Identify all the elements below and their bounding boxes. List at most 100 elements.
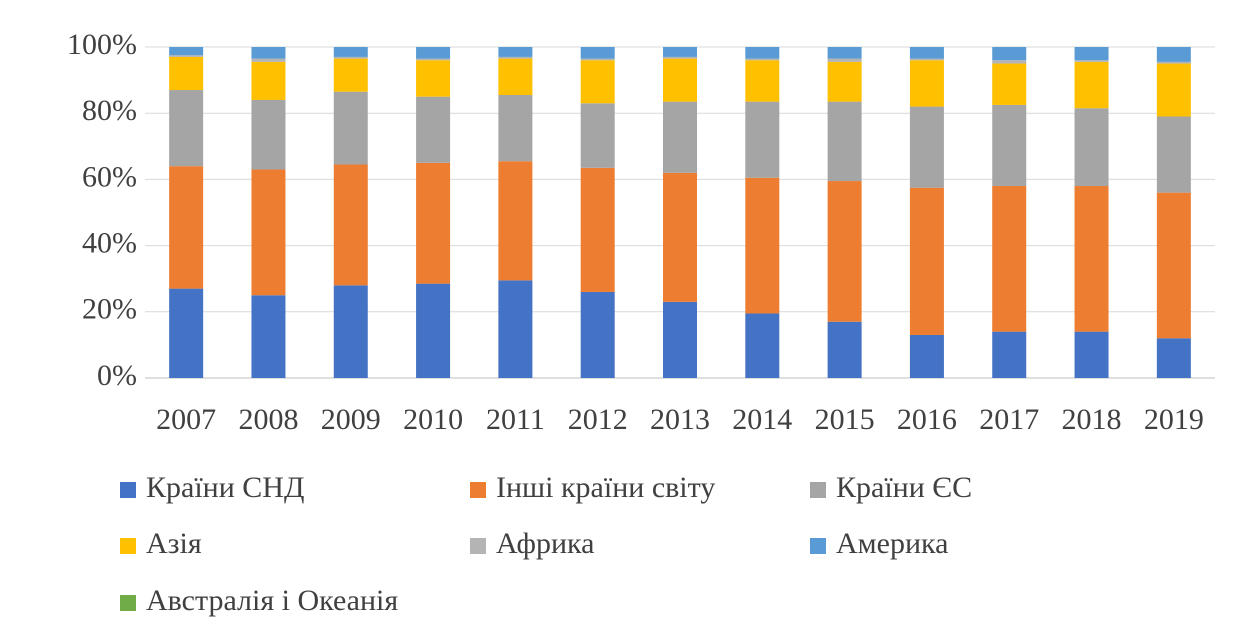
- bar-segment: [251, 295, 286, 378]
- bar-segment: [909, 60, 944, 107]
- bar-segment: [663, 172, 697, 302]
- legend-label: Країни ЄС: [836, 471, 972, 504]
- bar-segment: [580, 60, 615, 104]
- bar-segment: [251, 169, 286, 296]
- bar-segment: [169, 288, 204, 378]
- bar-segment: [1156, 116, 1191, 193]
- bar-segment: [1074, 47, 1109, 61]
- bar-segment: [416, 58, 451, 61]
- bar-segment: [580, 167, 615, 292]
- bar-segment: [1156, 47, 1191, 62]
- bar-segment: [663, 58, 697, 102]
- legend-swatch: [470, 482, 486, 498]
- bar-segment: [416, 283, 451, 378]
- bar-segment: [663, 301, 697, 378]
- bar-segment: [663, 56, 697, 59]
- bar-segment: [498, 280, 533, 378]
- bar-segment: [333, 285, 368, 378]
- legend-swatch: [120, 595, 136, 611]
- bar-segment: [1156, 61, 1191, 64]
- bar-segment: [1156, 63, 1191, 117]
- x-tick-label: 2007: [156, 403, 216, 436]
- legend-swatch: [120, 538, 136, 554]
- y-tick-label: 60%: [82, 160, 137, 193]
- bar-segment: [827, 101, 862, 182]
- bar-segment: [251, 47, 286, 59]
- y-tick-label: 40%: [82, 226, 137, 259]
- bar-segment: [333, 47, 368, 57]
- bar-segment: [580, 58, 615, 61]
- bar-segment: [745, 58, 780, 61]
- bar-segment: [333, 58, 368, 92]
- bar-segment: [169, 90, 204, 167]
- bar-segment: [1156, 338, 1191, 378]
- bar-segment: [745, 47, 780, 59]
- bar-segment: [333, 164, 368, 286]
- x-tick-label: 2016: [897, 403, 957, 436]
- y-tick-label: 100%: [67, 28, 137, 61]
- bar-segment: [1074, 186, 1109, 332]
- x-tick-label: 2015: [815, 403, 875, 436]
- bar-segment: [416, 60, 451, 97]
- legend-swatch: [810, 482, 826, 498]
- bar-segment: [909, 47, 944, 59]
- bar-segment: [416, 47, 451, 59]
- x-tick-label: 2019: [1144, 403, 1204, 436]
- bar-segment: [580, 291, 615, 378]
- x-tick-label: 2014: [732, 403, 792, 436]
- bar-segment: [745, 60, 780, 102]
- bar-segment: [745, 101, 780, 178]
- bar-segment: [992, 47, 1027, 61]
- bar-segment: [992, 60, 1027, 64]
- bar-segment: [827, 47, 862, 59]
- bar-segment: [333, 56, 368, 59]
- bar-segment: [745, 177, 780, 314]
- bar-segment: [416, 96, 451, 163]
- y-tick-label: 80%: [82, 94, 137, 127]
- bar-segment: [169, 166, 204, 289]
- legend-label: Азія: [146, 527, 202, 560]
- legend-label: Африка: [496, 527, 594, 560]
- legend-label: Інші країни світу: [496, 471, 715, 504]
- bar-segment: [992, 63, 1027, 105]
- bar-segment: [992, 331, 1027, 378]
- bar-segment: [827, 61, 862, 102]
- x-tick-label: 2010: [403, 403, 463, 436]
- bar-segment: [827, 181, 862, 322]
- bar-segment: [498, 56, 533, 59]
- x-tick-label: 2017: [979, 403, 1039, 436]
- bar-segment: [169, 47, 204, 56]
- bar-segment: [663, 47, 697, 57]
- legend-label: Країни СНД: [146, 471, 304, 504]
- y-tick-label: 20%: [82, 293, 137, 326]
- bar-segment: [827, 321, 862, 378]
- legend-swatch: [470, 538, 486, 554]
- bar-segment: [827, 58, 862, 62]
- legend-swatch: [120, 482, 136, 498]
- legend-label: Австралія і Океанія: [146, 584, 398, 617]
- bar-segment: [909, 106, 944, 188]
- x-tick-label: 2013: [650, 403, 710, 436]
- bar-segment: [580, 103, 615, 168]
- x-tick-label: 2012: [568, 403, 628, 436]
- bar-segment: [909, 58, 944, 61]
- bar-segment: [992, 186, 1027, 332]
- x-tick-label: 2009: [321, 403, 381, 436]
- x-tick-label: 2018: [1062, 403, 1122, 436]
- bar-segment: [251, 99, 286, 170]
- bar-segment: [1074, 60, 1109, 62]
- bar-segment: [169, 56, 204, 91]
- bar-segment: [498, 47, 533, 57]
- bar-segment: [498, 161, 533, 281]
- bar-segment: [992, 104, 1027, 187]
- bar-segment: [1074, 108, 1109, 187]
- bar-segment: [416, 162, 451, 284]
- bar-segment: [580, 47, 615, 59]
- bar-segment: [498, 58, 533, 95]
- bar-segment: [909, 334, 944, 378]
- bar-segment: [251, 58, 286, 62]
- x-tick-label: 2011: [486, 403, 545, 436]
- x-tick-label: 2008: [238, 403, 298, 436]
- bar-segment: [1156, 192, 1191, 339]
